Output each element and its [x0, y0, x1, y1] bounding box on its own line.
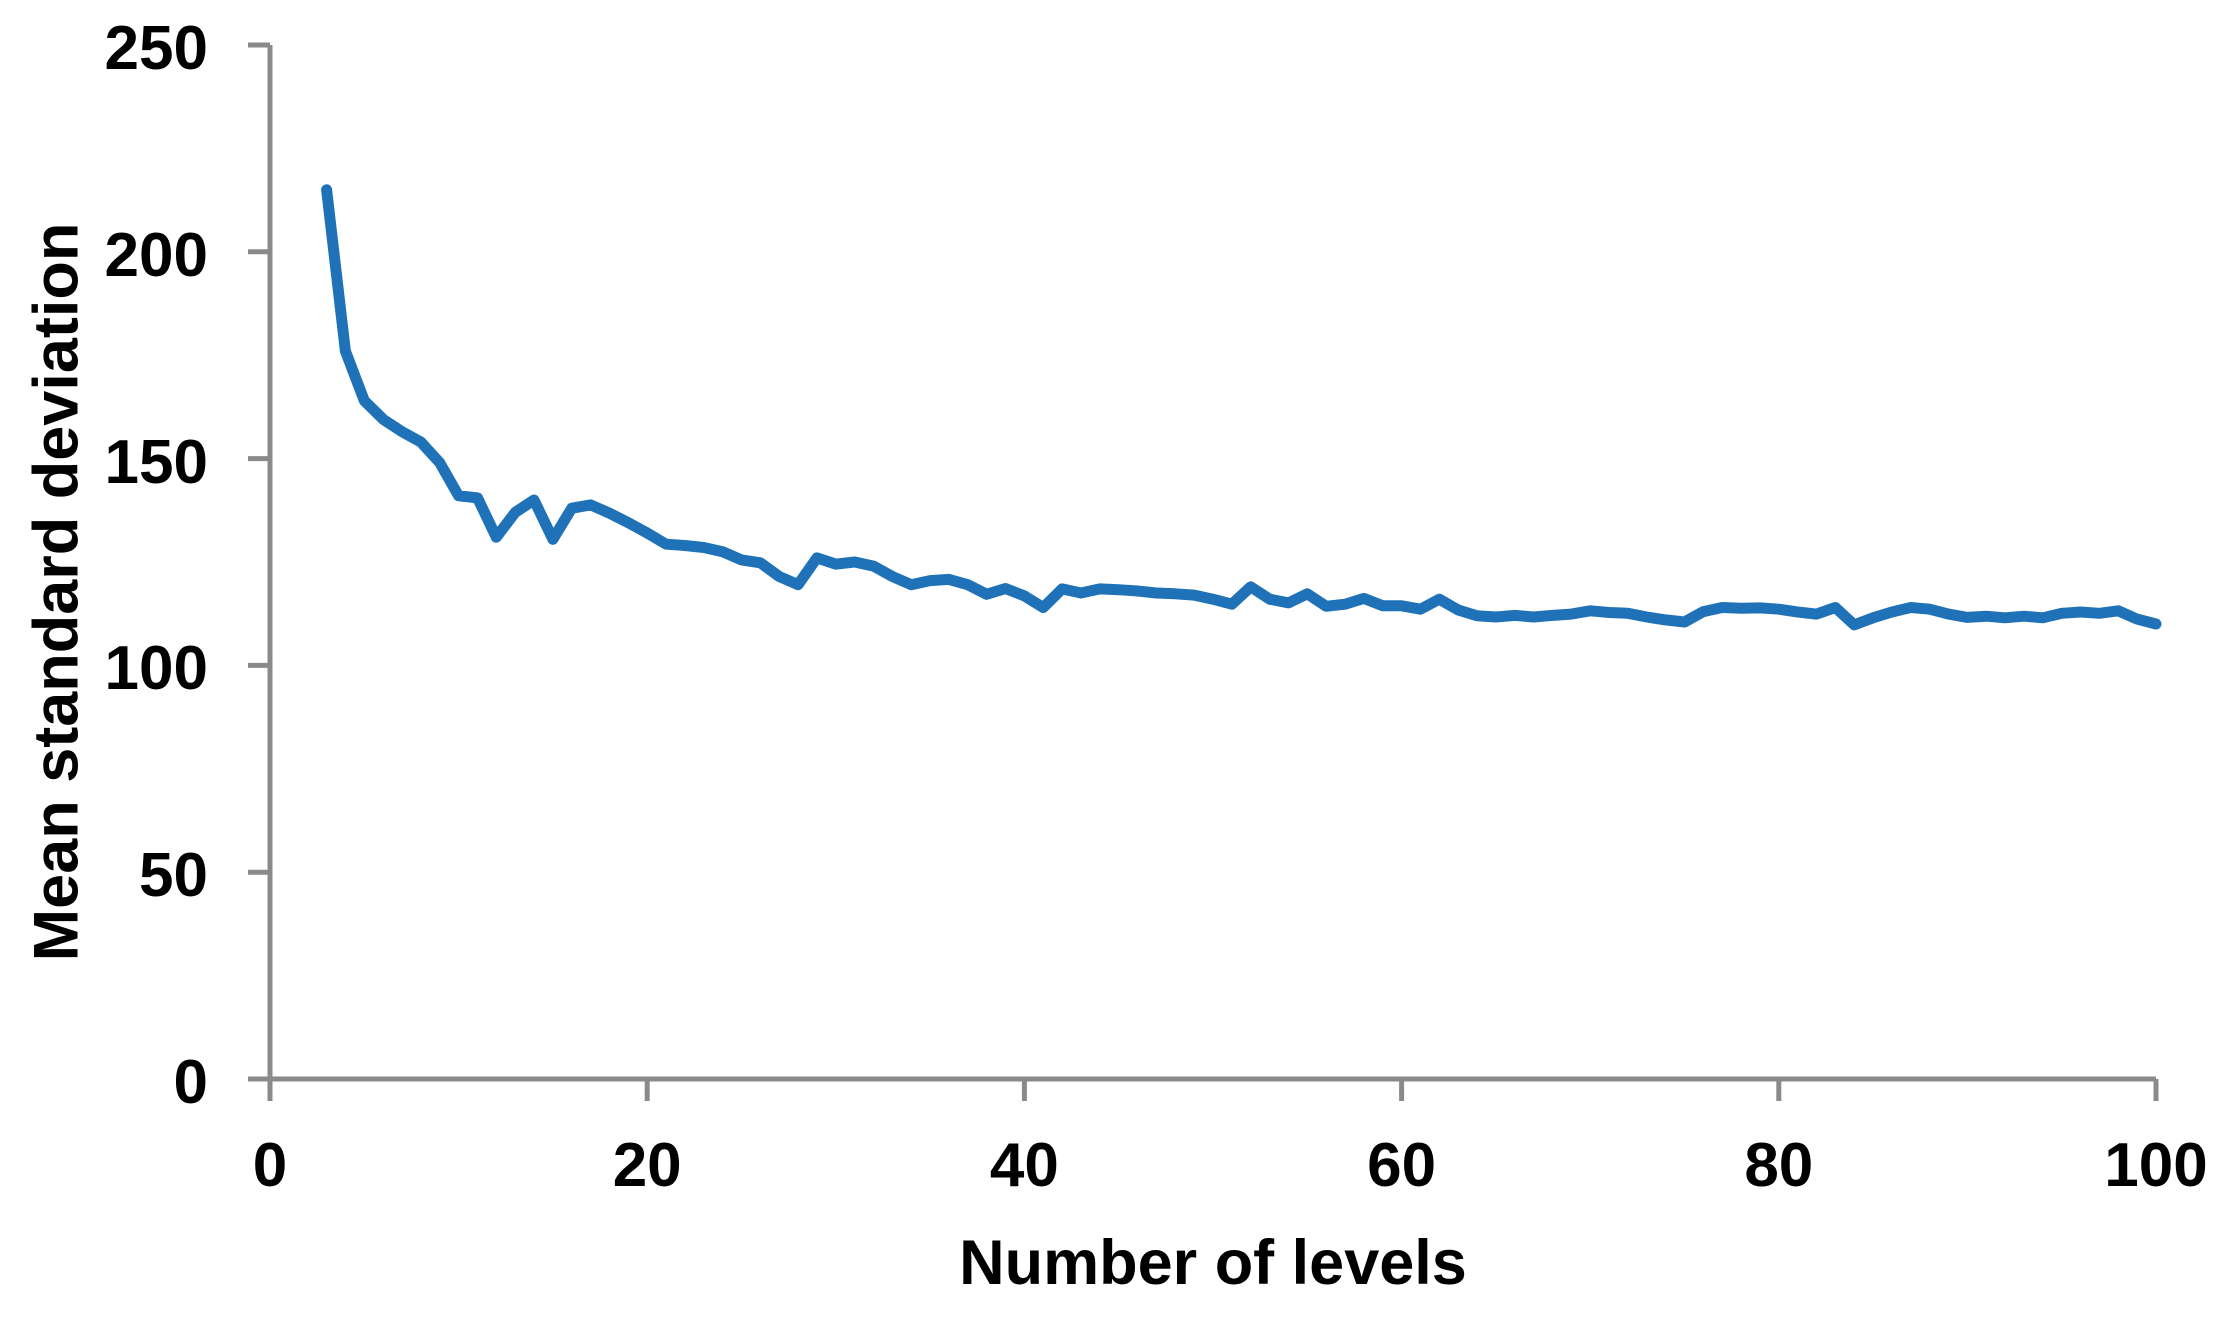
y-tick-label: 200 [104, 220, 208, 290]
x-tick-label: 20 [612, 1131, 682, 1200]
x-tick-label: 80 [1744, 1131, 1814, 1200]
y-tick-label: 0 [173, 1048, 208, 1117]
x-tick-label: 40 [989, 1131, 1059, 1200]
y-axis-title: Mean standard deviation [21, 222, 92, 962]
axis-lines [267, 45, 2156, 1082]
y-tick-label: 100 [104, 634, 208, 704]
x-tick-label: 100 [2104, 1131, 2208, 1200]
series-line [321, 184, 2162, 631]
x-tick-label: 60 [1367, 1131, 1437, 1200]
axis-ticks [248, 42, 2159, 1101]
y-tick-label: 250 [104, 14, 208, 83]
y-tick-label: 50 [139, 841, 208, 911]
x-axis-title: Number of levels [959, 1228, 1467, 1298]
y-tick-label: 150 [104, 427, 208, 497]
x-tick-label: 0 [252, 1131, 288, 1200]
